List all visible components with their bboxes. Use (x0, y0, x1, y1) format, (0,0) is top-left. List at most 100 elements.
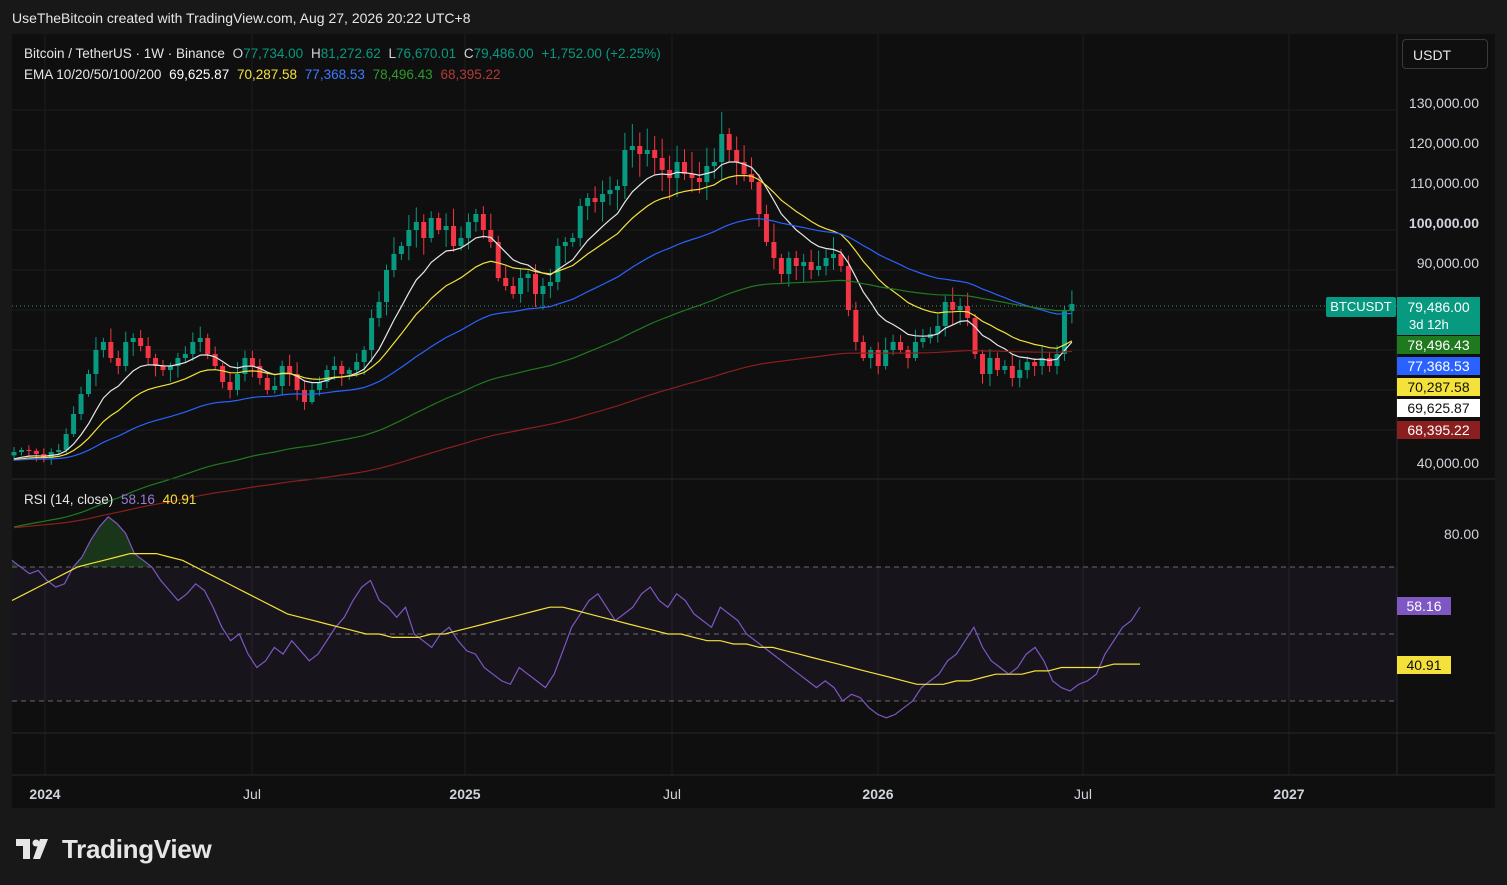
candle-body (316, 382, 322, 390)
candle-body (93, 350, 99, 374)
time-tick: Jul (243, 786, 261, 802)
candle-body (756, 182, 762, 214)
candle-body (130, 338, 136, 342)
low-value: 76,670.01 (396, 46, 457, 61)
candle-body (71, 414, 77, 434)
ema100-value: 78,496.43 (372, 67, 433, 82)
candle-body (56, 450, 62, 452)
change-value: +1,752.00 (+2.25%) (541, 46, 661, 61)
candle-body (205, 338, 211, 354)
candle-body (473, 214, 479, 222)
tradingview-logo-icon (16, 838, 48, 859)
candle-body (451, 226, 457, 246)
candle-body (249, 358, 255, 366)
candle-body (793, 258, 799, 266)
countdown-value: 3d 12h (1409, 317, 1449, 332)
candle-body (719, 134, 725, 162)
candle-body (227, 382, 233, 390)
candle-body (614, 186, 620, 190)
candle-body (443, 226, 449, 230)
time-tick: 2024 (29, 786, 61, 802)
candle-body (78, 394, 84, 414)
candle-body (875, 350, 881, 366)
candle-body (302, 390, 308, 402)
candle-body (696, 178, 702, 182)
ema-title: EMA 10/20/50/100/200 (24, 67, 162, 82)
currency-button[interactable]: USDT (1402, 39, 1488, 69)
candle-body (980, 354, 985, 374)
candle-body (488, 230, 494, 242)
candle-body (547, 282, 553, 286)
rsi-ma-line (11, 552, 1140, 685)
candle-body (11, 452, 17, 456)
candle-body (1002, 366, 1008, 370)
candle-body (123, 342, 129, 366)
candle-body (652, 150, 658, 158)
ema10-tag: 69,625.87 (1397, 399, 1480, 417)
open-value: 77,734.00 (243, 46, 304, 61)
candle-body (682, 162, 687, 174)
candle-body (160, 366, 166, 370)
candle-body (138, 338, 144, 346)
candle-body (197, 338, 203, 342)
tradingview-logo[interactable]: TradingView (16, 834, 212, 865)
ema50-tag: 77,368.53 (1397, 357, 1480, 375)
candle-body (376, 302, 382, 318)
candle-body (577, 206, 583, 238)
candle-body (309, 390, 315, 402)
symbol-price-tag: BTCUSDT (1326, 297, 1396, 317)
candle-body (391, 254, 397, 270)
rsi-legend[interactable]: RSI (14, close) 58.16 40.91 (24, 492, 200, 507)
candle-body (786, 258, 792, 274)
candle-body (421, 222, 427, 238)
candle-body (108, 342, 114, 358)
brand-name: TradingView (62, 834, 212, 864)
candle-body (734, 150, 740, 162)
candle-body (883, 350, 889, 366)
candle-body (972, 318, 978, 354)
candle-body (860, 342, 866, 358)
high-value: 81,272.62 (320, 46, 381, 61)
candle-body (384, 270, 389, 302)
candle-body (324, 370, 330, 382)
candle-body (339, 366, 345, 374)
ema10-value: 69,625.87 (169, 67, 230, 82)
candle-body (294, 374, 300, 390)
candle-body (1054, 354, 1060, 366)
close-value: 79,486.00 (473, 46, 534, 61)
candle-body (1024, 362, 1030, 370)
candle-body (406, 230, 412, 246)
price-tick: 100,000.00 (1408, 215, 1479, 231)
chart-panel[interactable] (12, 34, 1495, 808)
candle-body (175, 358, 181, 366)
candle-body (272, 386, 278, 390)
rsi-ma-tag: 40.91 (1397, 656, 1451, 674)
last-price-value: 79,486.00 (1407, 299, 1470, 315)
price-tick: 40,000.00 (1416, 455, 1479, 471)
candle-body (279, 366, 285, 386)
candle-body (145, 346, 151, 358)
ema-legend[interactable]: EMA 10/20/50/100/200 69,625.87 70,287.58… (24, 67, 505, 82)
candle-body (1032, 362, 1038, 366)
symbol-title[interactable]: Bitcoin / TetherUS · 1W · Binance (24, 46, 225, 61)
candle-body (592, 198, 598, 202)
candle-body (555, 246, 561, 282)
ema20-value: 70,287.58 (236, 67, 298, 82)
ema-line (13, 279, 1072, 528)
candle-body (711, 162, 717, 166)
candle-body (659, 158, 665, 170)
candle-body (622, 150, 628, 186)
candle-body (920, 338, 926, 342)
candle-body (458, 238, 464, 246)
ema-lines (13, 161, 1073, 529)
candle-body (436, 218, 442, 230)
candle-body (816, 266, 822, 270)
rsi-title: RSI (14, close) (24, 492, 114, 507)
rsi-lines (11, 515, 1141, 719)
rsi-line (11, 515, 1141, 719)
candle-body (935, 326, 941, 334)
candle-body (778, 258, 784, 274)
ema50-value: 77,368.53 (304, 67, 365, 82)
candle-body (689, 174, 695, 178)
